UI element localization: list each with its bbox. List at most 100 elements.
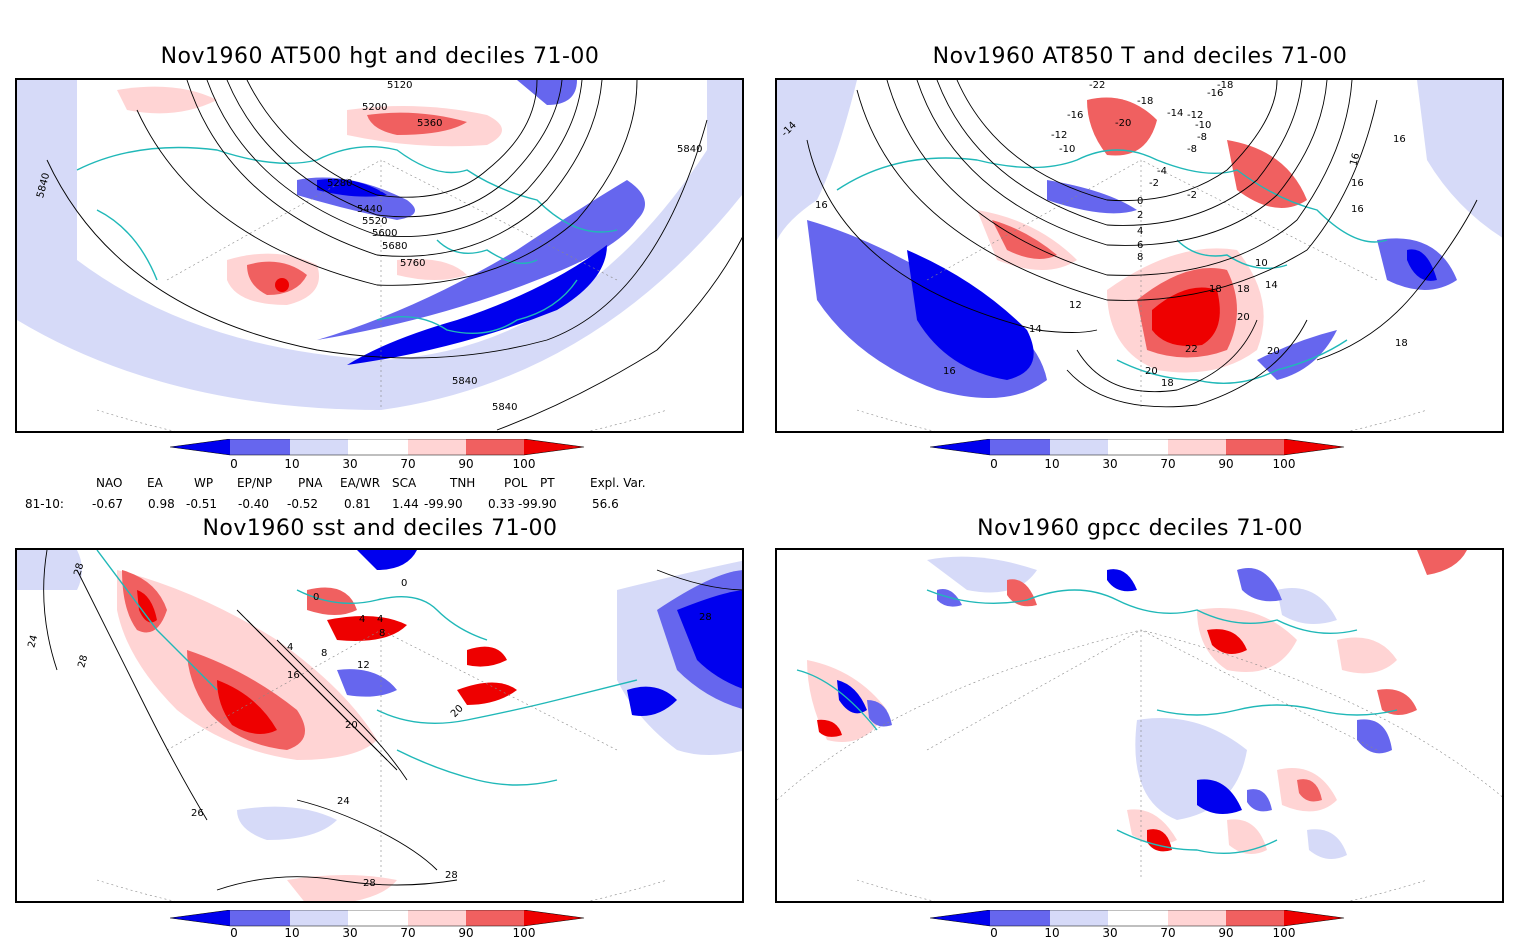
map-t850 (777, 80, 1502, 431)
index-value: -0.52 (287, 497, 319, 511)
colorbar-label: 100 (512, 926, 536, 940)
index-header: Expl. Var. (590, 476, 646, 490)
contour-label: 4 (359, 614, 366, 625)
contour-label: 5680 (382, 241, 408, 252)
contour-label: -8 (1197, 132, 1207, 143)
contour-label: 28 (699, 612, 712, 623)
contour-label: 14 (1029, 324, 1042, 335)
panel-title-t850: Nov1960 AT850 T and deciles 71-00 (932, 44, 1348, 69)
colorbar (170, 439, 585, 456)
colorbar (930, 439, 1345, 456)
colorbar-label: 70 (1160, 457, 1176, 471)
colorbar-label: 100 (1272, 457, 1296, 471)
map-gpcc (777, 550, 1502, 901)
colorbar (170, 910, 585, 927)
contour-label: 5280 (327, 178, 353, 189)
colorbar-label: 30 (1102, 457, 1118, 471)
contour-label: -22 (1089, 80, 1106, 91)
contour-label: 16 (1351, 204, 1364, 215)
contour-label: -18 (1137, 96, 1154, 107)
contour-label: 4 (287, 642, 294, 653)
index-value: -0.67 (92, 497, 124, 511)
contour-label: 16 (1393, 134, 1406, 145)
contour-label: -16 (1207, 88, 1224, 99)
contour-label: -12 (1051, 130, 1068, 141)
colorbar-label: 90 (1218, 926, 1234, 940)
contour-label: -14 (1167, 108, 1184, 119)
colorbar-label: 10 (1044, 457, 1060, 471)
contour-label: 5440 (357, 204, 383, 215)
contour-label: -10 (1059, 144, 1076, 155)
colorbar-label: 70 (1160, 926, 1176, 940)
contour-label: 16 (1351, 178, 1364, 189)
colorbar-label: 30 (1102, 926, 1118, 940)
contour-label: 20 (1145, 366, 1158, 377)
map-panel-t850: -22 -18 -16 -16 -18 -14 -12 -20 -10 -12 … (775, 78, 1504, 433)
contour-label: 8 (321, 648, 328, 659)
colorbar-label: 90 (458, 926, 474, 940)
index-header: WP (194, 476, 214, 490)
contour-label: 16 (943, 366, 956, 377)
index-value: -0.40 (238, 497, 270, 511)
contour-label: -10 (1195, 120, 1212, 131)
colorbar-label: 70 (400, 926, 416, 940)
contour-label: 18 (1395, 338, 1408, 349)
contour-label: 20 (345, 720, 358, 731)
contour-label: 6 (1137, 240, 1144, 251)
contour-label: -12 (1187, 110, 1204, 121)
index-header: EA (147, 476, 163, 490)
index-value: -99.90 (518, 497, 557, 511)
colorbar-label: 30 (342, 457, 358, 471)
contour-label: -16 (1067, 110, 1084, 121)
colorbar-label: 10 (284, 926, 300, 940)
contour-label: 8 (379, 628, 386, 639)
map-sst (17, 550, 742, 901)
contour-label: 12 (357, 660, 370, 671)
index-header: TNH (450, 476, 476, 490)
contour-label: 18 (1237, 284, 1250, 295)
colorbar-label: 0 (230, 457, 238, 471)
index-header: EP/NP (237, 476, 273, 490)
colorbar-label: 90 (1218, 457, 1234, 471)
index-value: -99.90 (424, 497, 463, 511)
contour-label: -8 (1187, 144, 1197, 155)
contour-label: 0 (313, 592, 320, 603)
contour-label: -20 (1115, 118, 1132, 129)
map-panel-sst: 28 24 28 0 0 4 4 8 4 8 12 16 20 24 26 28… (15, 548, 744, 903)
index-row-label: 81-10: (25, 497, 64, 511)
index-header: EA/WR (340, 476, 381, 490)
index-value: 1.44 (392, 497, 419, 511)
precip-speckles (807, 550, 1467, 859)
index-header: NAO (96, 476, 123, 490)
contour-label: 24 (337, 796, 350, 807)
contour-label: 26 (191, 808, 204, 819)
contour-label: 2 (1137, 210, 1144, 221)
index-value: 0.33 (488, 497, 515, 511)
map-panel-gpcc (775, 548, 1504, 903)
contour-label: 18 (1209, 284, 1222, 295)
contour-label: 5520 (362, 216, 388, 227)
colorbar-label: 0 (990, 457, 998, 471)
contour-label: 28 (445, 870, 458, 881)
colorbar-label: 10 (1044, 926, 1060, 940)
contour-label: 5840 (492, 402, 518, 413)
contour-label: 22 (1185, 344, 1198, 355)
colorbar-label: 100 (1272, 926, 1296, 940)
contour-label: 0 (401, 578, 408, 589)
contour-label: -18 (1217, 80, 1234, 91)
colorbar-label: 10 (284, 457, 300, 471)
contour-label: -4 (1157, 166, 1167, 177)
index-value: 0.98 (148, 497, 175, 511)
colorbar-label: 70 (400, 457, 416, 471)
contour-label: -2 (1149, 178, 1159, 189)
colorbar-label: 0 (230, 926, 238, 940)
contour-label: 5200 (362, 102, 388, 113)
colorbar-label: 0 (990, 926, 998, 940)
contour-label: 12 (1069, 300, 1082, 311)
contour-label: 10 (1255, 258, 1268, 269)
contour-label: 16 (815, 200, 828, 211)
contour-label: 5840 (452, 376, 478, 387)
contour-label: 5120 (387, 80, 413, 91)
contour-label: 18 (1161, 378, 1174, 389)
panel-title-hgt500: Nov1960 AT500 hgt and deciles 71-00 (160, 44, 600, 69)
